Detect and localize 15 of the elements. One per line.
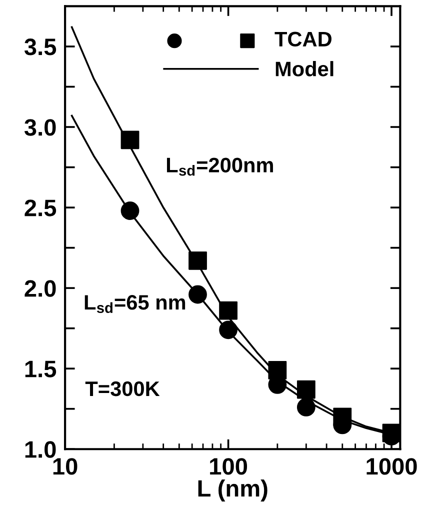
legend-label: Model [276, 61, 334, 76]
y-tick-label: 1.5 [25, 360, 56, 378]
annotation: L$_{sd}$=65 nm [84, 295, 186, 314]
y-tick-label: 2.5 [24, 200, 56, 216]
y-tick-label: 1.0 [25, 441, 56, 458]
x-axis-title: L (nm) [198, 479, 268, 502]
y-tick-label: 3.5 [24, 38, 56, 56]
x-tick-label: 100 [210, 458, 248, 475]
annotation: T=300K [85, 381, 160, 396]
y-tick-label: 2.0 [24, 280, 56, 297]
y-tick-label: 3.0 [24, 119, 56, 136]
x-tick-label: 10 [53, 458, 78, 475]
annotation: L$_{sd}$=200nm [166, 158, 273, 176]
x-tick-label: 1000 [366, 458, 417, 475]
legend-label: TCAD [274, 32, 332, 47]
